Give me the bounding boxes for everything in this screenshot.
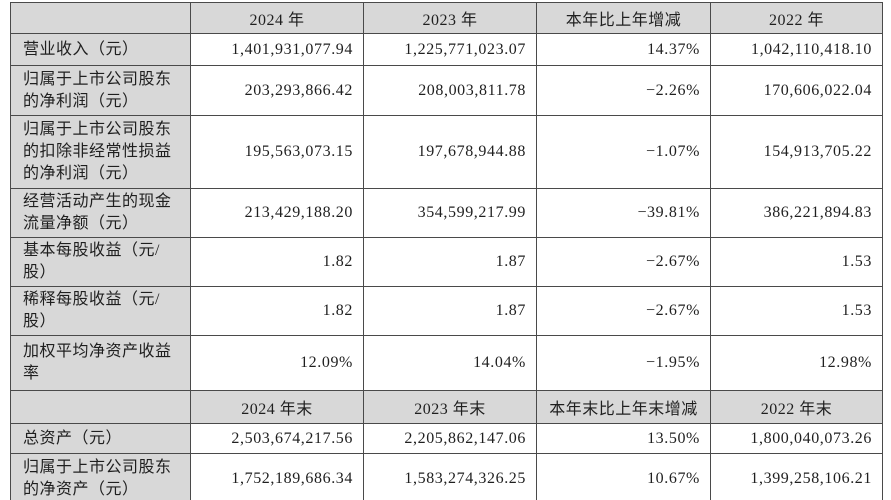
table-row-net-assets: 归属于上市公司股东 的净资产（元） 1,752,189,686.34 1,583…: [10, 453, 883, 500]
value-cell: 1.87: [363, 286, 537, 336]
value-cell: 14.04%: [363, 335, 537, 391]
value-cell: 12.98%: [710, 335, 883, 391]
value-cell: 197,678,944.88: [363, 115, 537, 189]
metric-label: 加权平均净资产收益 率: [10, 335, 191, 391]
value-cell: 10.67%: [536, 453, 711, 500]
table-header-year-end: 2024 年末 2023 年末 本年末比上年末增减 2022 年末: [10, 390, 883, 424]
value-cell: 354,599,217.99: [363, 188, 537, 238]
col-header-year-end-change: 本年末比上年末增减: [536, 390, 711, 424]
table-row-operating-cash-flow: 经营活动产生的现金 流量净额（元） 213,429,188.20 354,599…: [10, 188, 883, 238]
col-header-2022-end: 2022 年末: [710, 390, 883, 424]
value-cell: 12.09%: [190, 335, 364, 391]
value-cell: 386,221,894.83: [710, 188, 883, 238]
corner-cell: [10, 390, 191, 424]
value-cell: 1,752,189,686.34: [190, 453, 364, 500]
value-cell: −2.67%: [536, 237, 711, 287]
table-row-total-assets: 总资产（元） 2,503,674,217.56 2,205,862,147.06…: [10, 423, 883, 454]
metric-label: 营业收入（元）: [10, 33, 191, 66]
col-header-2023-end: 2023 年末: [363, 390, 537, 424]
metric-label: 归属于上市公司股东 的扣除非经常性损益 的净利润（元）: [10, 115, 191, 189]
value-cell: 2,503,674,217.56: [190, 423, 364, 454]
value-cell: 1.53: [710, 286, 883, 336]
value-cell: 1.82: [190, 286, 364, 336]
financial-summary-table: 2024 年 2023 年 本年比上年增减 2022 年 营业收入（元） 1,4…: [10, 2, 883, 500]
metric-label: 归属于上市公司股东 的净利润（元）: [10, 65, 191, 116]
value-cell: 195,563,073.15: [190, 115, 364, 189]
value-cell: 208,003,811.78: [363, 65, 537, 116]
col-header-2024-end: 2024 年末: [190, 390, 364, 424]
value-cell: −1.95%: [536, 335, 711, 391]
value-cell: −1.07%: [536, 115, 711, 189]
metric-label: 经营活动产生的现金 流量净额（元）: [10, 188, 191, 238]
col-header-2022: 2022 年: [710, 2, 883, 34]
value-cell: −2.67%: [536, 286, 711, 336]
metric-label: 稀释每股收益（元/ 股）: [10, 286, 191, 336]
value-cell: 13.50%: [536, 423, 711, 454]
value-cell: 1,401,931,077.94: [190, 33, 364, 66]
value-cell: 203,293,866.42: [190, 65, 364, 116]
table-header-annual: 2024 年 2023 年 本年比上年增减 2022 年: [10, 2, 883, 34]
value-cell: 154,913,705.22: [710, 115, 883, 189]
table-row-revenue: 营业收入（元） 1,401,931,077.94 1,225,771,023.0…: [10, 33, 883, 66]
value-cell: −39.81%: [536, 188, 711, 238]
col-header-2023: 2023 年: [363, 2, 537, 34]
table-row-net-profit-excl-nonrecurring: 归属于上市公司股东 的扣除非经常性损益 的净利润（元） 195,563,073.…: [10, 115, 883, 189]
value-cell: 14.37%: [536, 33, 711, 66]
col-header-2024: 2024 年: [190, 2, 364, 34]
value-cell: 1.82: [190, 237, 364, 287]
metric-label: 基本每股收益（元/ 股）: [10, 237, 191, 287]
value-cell: 1,583,274,326.25: [363, 453, 537, 500]
value-cell: 170,606,022.04: [710, 65, 883, 116]
value-cell: 213,429,188.20: [190, 188, 364, 238]
col-header-yoy-change: 本年比上年增减: [536, 2, 711, 34]
value-cell: 1,042,110,418.10: [710, 33, 883, 66]
value-cell: 1,225,771,023.07: [363, 33, 537, 66]
metric-label: 总资产（元）: [10, 423, 191, 454]
value-cell: 1,800,040,073.26: [710, 423, 883, 454]
value-cell: 2,205,862,147.06: [363, 423, 537, 454]
table-row-net-profit: 归属于上市公司股东 的净利润（元） 203,293,866.42 208,003…: [10, 65, 883, 116]
corner-cell: [10, 2, 191, 34]
value-cell: 1.53: [710, 237, 883, 287]
table-row-weighted-avg-roe: 加权平均净资产收益 率 12.09% 14.04% −1.95% 12.98%: [10, 335, 883, 391]
value-cell: 1.87: [363, 237, 537, 287]
table-row-basic-eps: 基本每股收益（元/ 股） 1.82 1.87 −2.67% 1.53: [10, 237, 883, 287]
value-cell: 1,399,258,106.21: [710, 453, 883, 500]
metric-label: 归属于上市公司股东 的净资产（元）: [10, 453, 191, 500]
table-row-diluted-eps: 稀释每股收益（元/ 股） 1.82 1.87 −2.67% 1.53: [10, 286, 883, 336]
value-cell: −2.26%: [536, 65, 711, 116]
